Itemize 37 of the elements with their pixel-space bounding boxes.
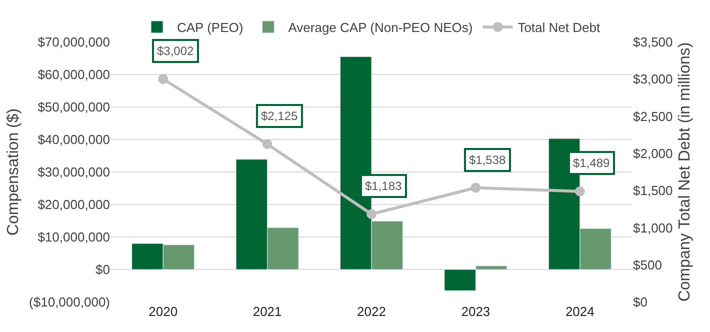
x-tick-label: 2023 (461, 304, 490, 319)
y2-tick-label: $1,500 (633, 183, 673, 198)
y2-tick-label: $2,000 (633, 146, 673, 161)
legend-label: Total Net Debt (518, 20, 600, 36)
x-tick-label: 2024 (565, 304, 594, 319)
y2-tick-label: $3,500 (633, 34, 673, 50)
x-tick-label: 2022 (357, 304, 386, 319)
data-label: $1,538 (469, 153, 506, 167)
data-label: $3,002 (157, 44, 194, 58)
legend-label: CAP (PEO) (177, 20, 244, 36)
y-tick-label: ($10,000,000) (29, 294, 110, 310)
y2-tick-label: $3,000 (633, 72, 673, 87)
y-tick-label: $10,000,000 (38, 230, 110, 245)
data-label: $1,489 (573, 156, 610, 170)
y-tick-label: $40,000,000 (38, 132, 110, 148)
y-tick-label: $60,000,000 (38, 67, 110, 82)
y-tick-label: $70,000,000 (38, 34, 110, 50)
y-tick-label: $30,000,000 (38, 164, 110, 180)
point (470, 182, 481, 193)
point (574, 186, 585, 196)
legend-label: Average CAP (Non-PEO NEOs) (288, 20, 473, 36)
data-label: $1,183 (365, 179, 402, 193)
y2-tick-label: $2,500 (633, 108, 673, 124)
y-axis-title: Compensation ($) (4, 108, 22, 236)
y-tick-label: $0 (96, 262, 110, 278)
point (366, 209, 376, 220)
x-tick-label: 2021 (252, 304, 282, 319)
y-tick-label: $20,000,000 (38, 197, 110, 212)
y2-tick-label: $0 (633, 294, 648, 310)
y2-axis-title: Company Total Net Debt (in millions) (676, 42, 694, 302)
y2-tick-label: $500 (633, 257, 662, 272)
x-tick-label: 2020 (148, 304, 178, 319)
y2-tick-label: $1,000 (633, 220, 673, 236)
data-label: $2,125 (261, 109, 298, 123)
y-tick-label: $50,000,000 (38, 100, 110, 115)
point (158, 74, 168, 84)
point (262, 139, 272, 150)
